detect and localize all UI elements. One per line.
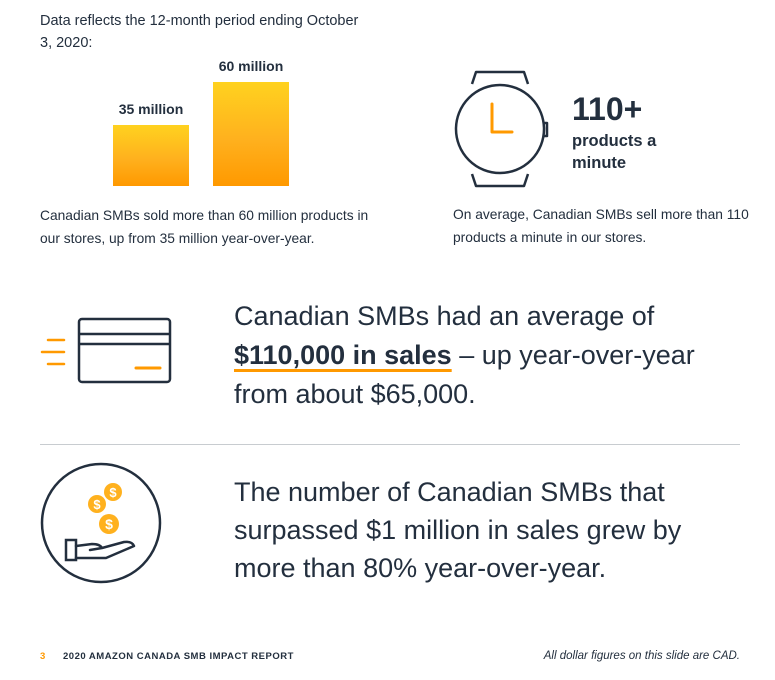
svg-text:$: $ (105, 516, 113, 532)
svg-text:$: $ (93, 497, 101, 512)
currency-note: All dollar figures on this slide are CAD… (543, 650, 740, 662)
page-number: 3 (40, 651, 46, 662)
bar-data-label: 60 million (218, 58, 284, 74)
svg-text:$: $ (109, 485, 117, 500)
hand-coins-icon: $ $ $ (40, 462, 162, 584)
products-bar-chart: 35 million 60 million (100, 50, 300, 190)
sales-stat-line1: Canadian SMBs had an average of (234, 301, 655, 331)
minute-description: On average, Canadian SMBs sell more than… (453, 207, 749, 245)
bar-2 (213, 82, 289, 186)
sales-stat-line3: from about $65,000. (234, 379, 476, 409)
period-note: Data reflects the 12-month period ending… (40, 13, 359, 51)
sales-highlight: $110,000 in sales (234, 340, 452, 370)
million-stat: The number of Canadian SMBs that surpass… (234, 477, 682, 583)
bar-data-label: 35 million (118, 101, 184, 117)
products-description: Canadian SMBs sold more than 60 million … (40, 208, 369, 246)
section-divider (40, 444, 740, 445)
credit-card-icon (40, 317, 172, 384)
report-title: 2020 AMAZON CANADA SMB IMPACT REPORT (63, 651, 294, 662)
minute-stat-label: products a minute (572, 132, 657, 172)
minute-stat-value: 110+ (572, 91, 643, 127)
bar-1 (113, 125, 189, 186)
sales-stat-post: – up year-over-year (451, 340, 695, 370)
sales-stat-line2: $110,000 in sales – up year-over-year (234, 336, 754, 374)
watch-icon (454, 70, 549, 188)
